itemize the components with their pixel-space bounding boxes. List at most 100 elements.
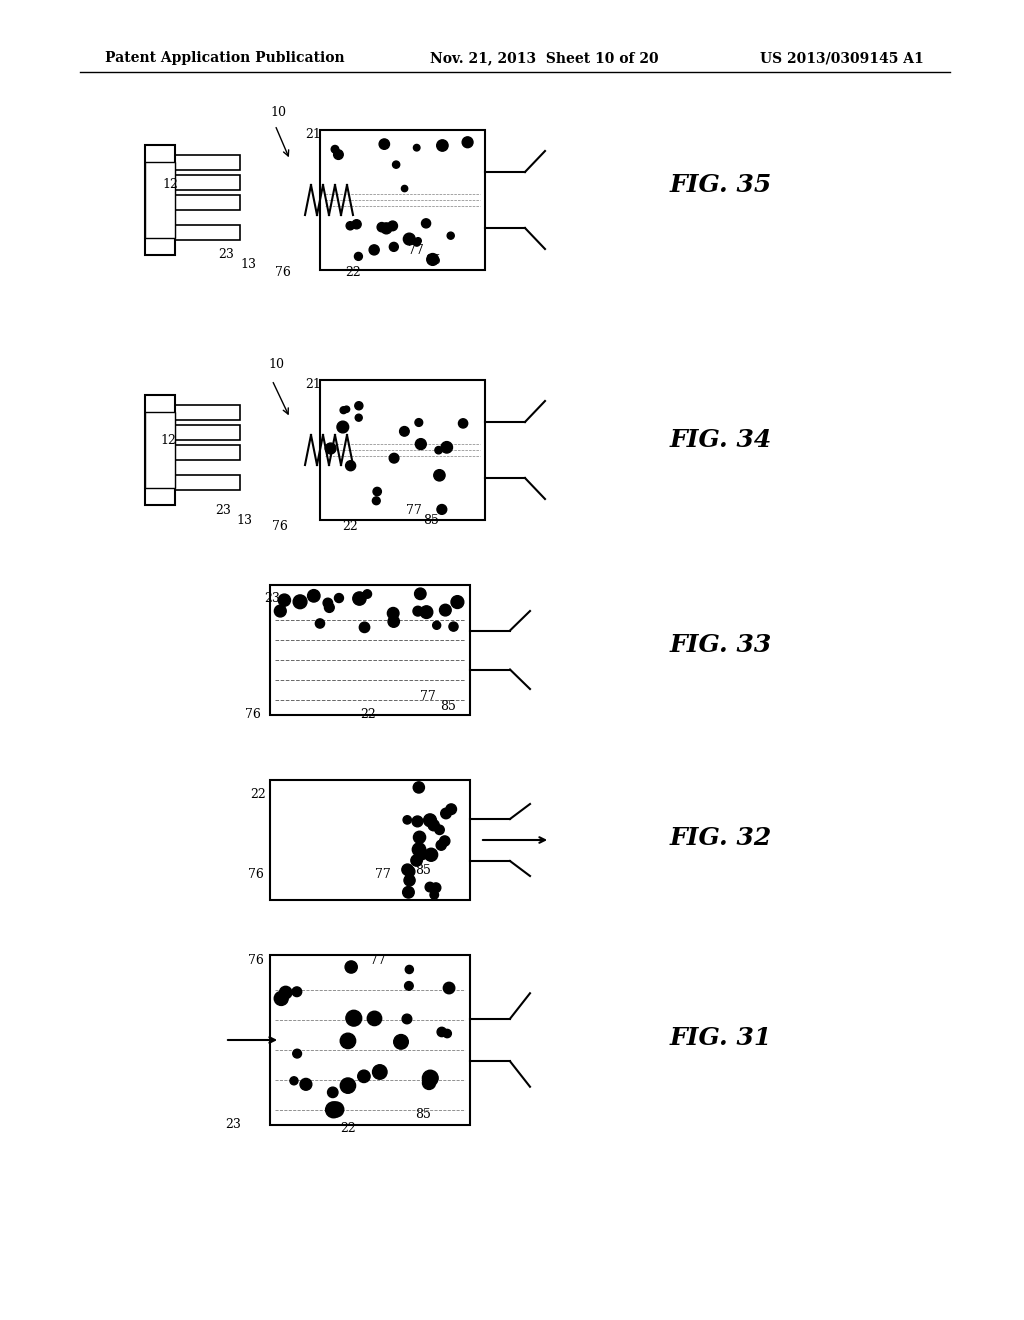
Text: 77: 77 — [406, 503, 422, 516]
Bar — [175, 445, 240, 459]
Circle shape — [417, 849, 427, 859]
Circle shape — [340, 1034, 355, 1048]
Circle shape — [381, 223, 392, 234]
Circle shape — [443, 982, 455, 994]
Circle shape — [346, 1010, 361, 1026]
Circle shape — [401, 185, 408, 191]
Circle shape — [451, 595, 464, 609]
Circle shape — [325, 603, 334, 612]
Circle shape — [353, 591, 366, 605]
Circle shape — [399, 426, 410, 436]
Circle shape — [290, 1077, 298, 1085]
Circle shape — [404, 875, 415, 886]
Text: 76: 76 — [248, 869, 264, 882]
Text: 77: 77 — [375, 869, 391, 882]
Text: FIG. 33: FIG. 33 — [670, 634, 772, 657]
Circle shape — [424, 814, 436, 826]
Circle shape — [368, 1011, 382, 1026]
Text: 76: 76 — [248, 953, 264, 966]
Bar — [145, 162, 175, 238]
Circle shape — [415, 589, 426, 599]
Text: 85: 85 — [423, 513, 439, 527]
Circle shape — [437, 504, 446, 515]
Circle shape — [420, 606, 433, 619]
Bar — [175, 176, 240, 190]
Circle shape — [373, 1065, 387, 1080]
Circle shape — [373, 496, 380, 504]
Circle shape — [388, 616, 399, 627]
Circle shape — [422, 219, 431, 228]
Circle shape — [328, 1088, 338, 1097]
Circle shape — [345, 461, 355, 471]
Circle shape — [392, 161, 399, 168]
Text: Patent Application Publication: Patent Application Publication — [105, 51, 345, 65]
Circle shape — [411, 855, 422, 866]
Circle shape — [436, 840, 446, 850]
Text: 13: 13 — [240, 259, 256, 272]
Circle shape — [439, 836, 450, 846]
Text: FIG. 31: FIG. 31 — [670, 1026, 772, 1049]
Bar — [175, 425, 240, 440]
Circle shape — [447, 232, 455, 239]
Circle shape — [345, 961, 357, 973]
Circle shape — [437, 1027, 446, 1036]
Circle shape — [359, 622, 370, 632]
Text: 85: 85 — [425, 253, 441, 267]
Bar — [175, 224, 240, 240]
Circle shape — [329, 1102, 344, 1117]
Text: 76: 76 — [272, 520, 288, 533]
Circle shape — [352, 219, 361, 228]
Text: 76: 76 — [275, 265, 291, 279]
Circle shape — [462, 137, 473, 148]
Circle shape — [280, 986, 292, 999]
Circle shape — [433, 622, 440, 630]
Text: 22: 22 — [342, 520, 357, 533]
Circle shape — [415, 418, 423, 426]
Circle shape — [293, 595, 307, 609]
Circle shape — [387, 607, 399, 619]
Circle shape — [324, 598, 333, 607]
Circle shape — [413, 606, 423, 616]
Circle shape — [402, 887, 415, 898]
Text: 85: 85 — [415, 863, 431, 876]
Bar — [175, 475, 240, 490]
Circle shape — [414, 781, 424, 793]
Circle shape — [401, 865, 413, 875]
Circle shape — [292, 987, 302, 997]
Circle shape — [402, 1014, 412, 1024]
Text: 76: 76 — [245, 709, 261, 722]
Text: 10: 10 — [270, 106, 286, 119]
Text: 23: 23 — [218, 248, 233, 261]
Circle shape — [404, 866, 415, 876]
Circle shape — [389, 243, 398, 251]
Text: 85: 85 — [440, 701, 456, 714]
Circle shape — [337, 421, 348, 433]
Circle shape — [293, 1049, 301, 1059]
Circle shape — [389, 453, 399, 463]
Circle shape — [377, 223, 386, 232]
Circle shape — [423, 1076, 435, 1089]
Circle shape — [343, 407, 349, 412]
Circle shape — [279, 594, 291, 606]
Bar — [319, 129, 485, 271]
Text: US 2013/0309145 A1: US 2013/0309145 A1 — [760, 51, 924, 65]
Text: 12: 12 — [162, 178, 178, 191]
Circle shape — [459, 418, 468, 428]
Bar — [145, 412, 175, 488]
Text: 13: 13 — [236, 513, 252, 527]
Circle shape — [355, 414, 362, 421]
Circle shape — [440, 808, 452, 818]
Circle shape — [274, 605, 287, 616]
Circle shape — [346, 222, 354, 230]
Circle shape — [388, 220, 397, 231]
Circle shape — [274, 991, 288, 1006]
Text: Nov. 21, 2013  Sheet 10 of 20: Nov. 21, 2013 Sheet 10 of 20 — [430, 51, 658, 65]
Text: 12: 12 — [160, 433, 176, 446]
Circle shape — [443, 1030, 452, 1038]
Circle shape — [307, 590, 321, 602]
Circle shape — [435, 825, 444, 834]
Text: 22: 22 — [250, 788, 266, 801]
Circle shape — [414, 239, 420, 246]
Text: 23: 23 — [264, 591, 280, 605]
Bar — [145, 395, 175, 506]
